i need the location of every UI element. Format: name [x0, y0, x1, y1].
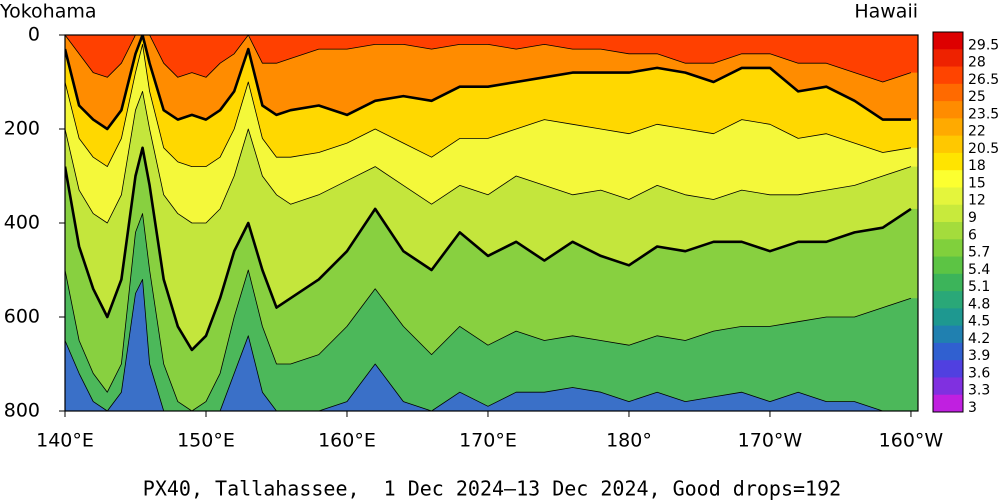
colorbar-swatch: [933, 360, 963, 378]
colorbar-swatch: [933, 187, 963, 206]
colorbar-label: 25: [968, 89, 986, 105]
colorbar-swatch: [933, 170, 963, 188]
colorbar-label: 3.3: [968, 383, 990, 399]
colorbar-swatch: [933, 101, 963, 119]
y-tick-label: 200: [4, 118, 40, 140]
isotherm: [65, 91, 912, 224]
colorbar-swatch: [933, 204, 963, 223]
chart-title: PX40, Tallahassee, 1 Dec 2024–13 Dec 202…: [143, 477, 841, 501]
colorbar-swatch: [933, 394, 963, 413]
colorbar-label: 26.5: [968, 72, 999, 88]
colorbar-label: 4.5: [968, 314, 990, 330]
colorbar-label: 3.9: [968, 348, 990, 364]
colorbar-swatch: [933, 83, 963, 102]
y-tick-label: 0: [28, 24, 40, 46]
temperature-band: [65, 279, 918, 411]
colorbar-label: 4.8: [968, 296, 990, 312]
left-label: Yokohama: [0, 1, 97, 23]
colorbar-swatch: [933, 377, 963, 396]
isotherm: [65, 146, 912, 352]
colorbar-swatch: [933, 66, 963, 85]
colorbar-label: 3.6: [968, 365, 990, 381]
colorbar-label: 22: [968, 124, 986, 140]
x-tick-label: 140°E: [36, 430, 94, 452]
colorbar-label: 5.1: [968, 279, 990, 295]
colorbar-swatch: [933, 118, 963, 137]
colorbar-swatch: [933, 135, 963, 154]
colorbar-swatch: [933, 256, 963, 275]
colorbar-label: 28: [968, 55, 986, 71]
isotherm: [65, 213, 912, 411]
isotherm: [65, 35, 912, 83]
colorbar-swatch: [933, 325, 963, 344]
colorbar-label: 5.7: [968, 245, 990, 261]
colorbar-label: 6: [968, 227, 977, 243]
colorbar-frame: [932, 31, 964, 413]
colorbar-label: 18: [968, 158, 986, 174]
colorbar-label: 23.5: [968, 106, 999, 122]
colorbar-swatch: [933, 32, 963, 50]
right-label: Hawaii: [854, 1, 918, 23]
colorbar-swatch: [933, 342, 963, 361]
colorbar-swatch: [933, 308, 963, 327]
x-tick-label: 150°E: [177, 430, 235, 452]
x-tick-label: 170°E: [459, 430, 517, 452]
isotherm: [65, 35, 911, 131]
colorbar-label: 20.5: [968, 141, 999, 157]
colorbar-swatch: [933, 291, 963, 309]
colorbar-swatch: [933, 239, 963, 258]
colorbar-label: 9: [968, 210, 977, 226]
colorbar-swatch: [933, 273, 963, 292]
x-tick-label: 170°W: [738, 430, 803, 452]
colorbar-label: 5.4: [968, 262, 990, 278]
colorbar-swatch: [933, 49, 963, 68]
isotherm: [65, 279, 911, 411]
isotherm: [65, 44, 912, 167]
x-tick-label: 160°W: [879, 430, 944, 452]
y-tick-label: 600: [4, 306, 40, 328]
x-tick-label: 180°: [606, 430, 652, 452]
y-tick-label: 800: [4, 400, 40, 422]
temperature-band: [65, 213, 918, 411]
colorbar-swatch: [933, 222, 963, 240]
x-tick-label: 160°E: [318, 430, 376, 452]
colorbar-label: 12: [968, 193, 986, 209]
y-tick-label: 400: [4, 212, 40, 234]
colorbar-label: 3: [968, 400, 977, 416]
colorbar-label: 15: [968, 175, 986, 191]
colorbar-label: 29.5: [968, 37, 999, 53]
colorbar-label: 4.2: [968, 331, 990, 347]
colorbar-swatch: [933, 152, 963, 171]
